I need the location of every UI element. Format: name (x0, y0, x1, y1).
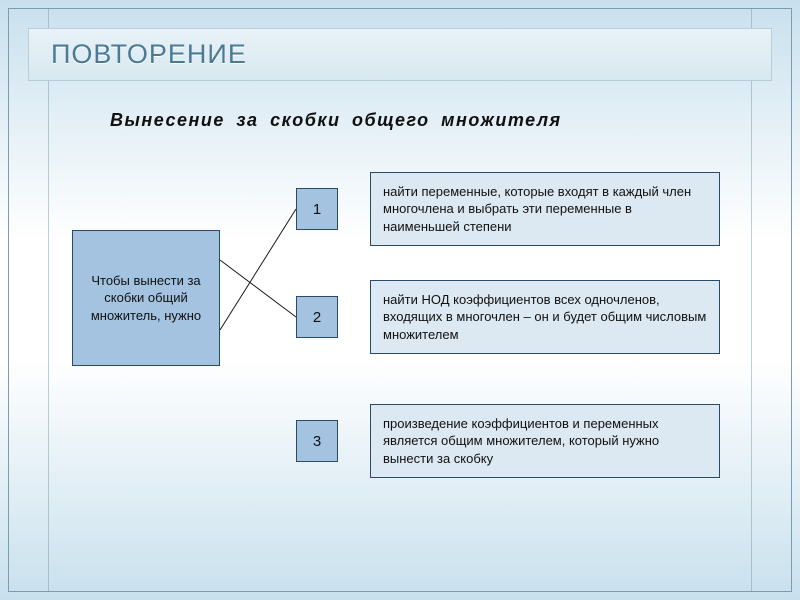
decorative-vline-right (751, 8, 752, 592)
step-number-3-label: 3 (313, 433, 321, 450)
step-desc-1: найти переменные, которые входят в кажды… (370, 172, 720, 246)
step-desc-2: найти НОД коэффициентов всех одночленов,… (370, 280, 720, 354)
slide-title: ПОВТОРЕНИЕ (51, 39, 749, 70)
step-number-2-label: 2 (313, 309, 321, 326)
slide-subtitle: Вынесение за скобки общего множителя (110, 110, 562, 131)
step-number-1-label: 1 (313, 201, 321, 218)
intro-box: Чтобы вынести за скобки общий множитель,… (72, 230, 220, 366)
step-desc-2-text: найти НОД коэффициентов всех одночленов,… (383, 291, 707, 344)
step-number-1: 1 (296, 188, 338, 230)
intro-box-text: Чтобы вынести за скобки общий множитель,… (85, 272, 207, 325)
step-number-3: 3 (296, 420, 338, 462)
title-bar: ПОВТОРЕНИЕ (28, 28, 772, 81)
step-number-2: 2 (296, 296, 338, 338)
step-desc-1-text: найти переменные, которые входят в кажды… (383, 183, 707, 236)
step-desc-3: произведение коэффициентов и переменных … (370, 404, 720, 478)
step-desc-3-text: произведение коэффициентов и переменных … (383, 415, 707, 468)
decorative-vline-left (48, 8, 49, 592)
